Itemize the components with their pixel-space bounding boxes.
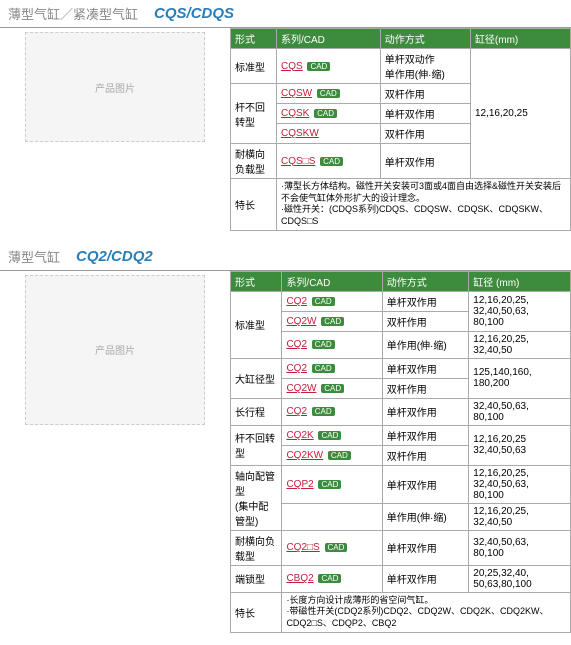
section2-title-en: CQ2/CDQ2 bbox=[76, 248, 153, 265]
th-bore: 缸径(mm) bbox=[470, 29, 570, 49]
cell-series: CQ2 CAD bbox=[282, 291, 382, 311]
cell-action: 双杆作用 bbox=[380, 84, 470, 104]
series-link[interactable]: CQS bbox=[281, 61, 303, 72]
cell-action: 单杆双作用 bbox=[382, 565, 469, 592]
th-series: 系列/CAD bbox=[276, 29, 380, 49]
th-action: 动作方式 bbox=[380, 29, 470, 49]
cell-form: 杆不回转型 bbox=[231, 84, 277, 144]
th-action: 动作方式 bbox=[382, 271, 469, 291]
cad-icon[interactable]: CAD bbox=[312, 340, 335, 349]
cell-form: 杆不回转型 bbox=[231, 425, 282, 465]
cell-form: 耐横向负载型 bbox=[231, 144, 277, 179]
cad-icon[interactable]: CAD bbox=[318, 574, 341, 583]
product-image-2: 产品图片 bbox=[25, 275, 205, 425]
series-link[interactable]: CQ2K bbox=[286, 430, 313, 441]
cell-series: CQ2 CAD bbox=[282, 358, 382, 378]
series-link[interactable]: CQSKW bbox=[281, 128, 319, 139]
cell-series: CQSW CAD bbox=[276, 84, 380, 104]
cad-icon[interactable]: CAD bbox=[312, 407, 335, 416]
section1-title-cn: 薄型气缸／紧凑型气缸 bbox=[8, 4, 138, 23]
cell-bore: 125,140,160, 180,200 bbox=[469, 358, 571, 398]
cell-action: 单杆双动作 单作用(伸·缩) bbox=[380, 49, 470, 84]
cell-bore: 32,40,50,63, 80,100 bbox=[469, 398, 571, 425]
cell-feat-label: 特长 bbox=[231, 179, 277, 231]
series-link[interactable]: CBQ2 bbox=[286, 573, 313, 584]
cell-bore: 12,16,20,25, 32,40,50 bbox=[469, 503, 571, 530]
cell-form: 标准型 bbox=[231, 49, 277, 84]
series-link[interactable]: CQSK bbox=[281, 108, 309, 119]
series-link[interactable]: CQSW bbox=[281, 88, 312, 99]
cell-series bbox=[282, 503, 382, 530]
cell-series: CQ2 CAD bbox=[282, 331, 382, 358]
series-link[interactable]: CQ2 bbox=[286, 296, 307, 307]
cell-action: 单杆双作用 bbox=[382, 425, 469, 445]
cell-series: CQ2K CAD bbox=[282, 425, 382, 445]
spec-table-2: 形式 系列/CAD 动作方式 缸径 (mm) 标准型 CQ2 CAD 单杆双作用… bbox=[230, 271, 571, 633]
cell-bore: 12,16,20,25, 32,40,50 bbox=[469, 331, 571, 358]
cad-icon[interactable]: CAD bbox=[314, 109, 337, 118]
cell-series: CQSKW bbox=[276, 124, 380, 144]
cell-series: CBQ2 CAD bbox=[282, 565, 382, 592]
cad-icon[interactable]: CAD bbox=[307, 62, 330, 71]
cad-icon[interactable]: CAD bbox=[318, 431, 341, 440]
cell-form: 标准型 bbox=[231, 291, 282, 358]
cell-action: 单杆双作用 bbox=[382, 398, 469, 425]
cell-action: 双杆作用 bbox=[382, 378, 469, 398]
th-series: 系列/CAD bbox=[282, 271, 382, 291]
cell-action: 单杆双作用 bbox=[382, 465, 469, 503]
th-form: 形式 bbox=[231, 29, 277, 49]
series-link[interactable]: CQ2 bbox=[286, 339, 307, 350]
cell-action: 单杆双作用 bbox=[382, 358, 469, 378]
cad-icon[interactable]: CAD bbox=[328, 451, 351, 460]
cell-action: 单杆双作用 bbox=[380, 144, 470, 179]
cell-action: 单作用(伸·缩) bbox=[382, 503, 469, 530]
series-link[interactable]: CQS□S bbox=[281, 156, 315, 167]
series-link[interactable]: CQ2W bbox=[286, 316, 316, 327]
cell-bore: 12,16,20,25 32,40,50,63 bbox=[469, 425, 571, 465]
cell-action: 单杆双作用 bbox=[382, 291, 469, 311]
cell-feat: ·薄型长方体结构。磁性开关安装可3面或4面自由选择&磁性开关安装后不会使气缸体外… bbox=[276, 179, 570, 231]
cad-icon[interactable]: CAD bbox=[320, 157, 343, 166]
cell-series: CQS□S CAD bbox=[276, 144, 380, 179]
series-link[interactable]: CQ2 bbox=[286, 363, 307, 374]
cell-form: 轴向配管型 (集中配管型) bbox=[231, 465, 282, 530]
product-image-1: 产品图片 bbox=[25, 32, 205, 142]
series-link[interactable]: CQ2 bbox=[286, 406, 307, 417]
cell-form: 长行程 bbox=[231, 398, 282, 425]
series-link[interactable]: CQ2W bbox=[286, 383, 316, 394]
cad-icon[interactable]: CAD bbox=[317, 89, 340, 98]
cell-action: 单杆双作用 bbox=[380, 104, 470, 124]
cell-action: 单作用(伸·缩) bbox=[382, 331, 469, 358]
cell-action: 双杆作用 bbox=[380, 124, 470, 144]
cell-feat-label: 特长 bbox=[231, 592, 282, 632]
cad-icon[interactable]: CAD bbox=[321, 384, 344, 393]
spec-table-1: 形式 系列/CAD 动作方式 缸径(mm) 标准型 CQS CAD 单杆双动作 … bbox=[230, 28, 571, 231]
section1-title-en: CQS/CDQS bbox=[154, 5, 234, 22]
cell-series: CQSK CAD bbox=[276, 104, 380, 124]
cell-series: CQS CAD bbox=[276, 49, 380, 84]
cell-action: 双杆作用 bbox=[382, 445, 469, 465]
cell-form: 大缸径型 bbox=[231, 358, 282, 398]
cell-feat: ·长度方向设计成薄形的省空间气缸。 ·带磁性开关(CDQ2系列)CDQ2、CDQ… bbox=[282, 592, 571, 632]
cell-action: 双杆作用 bbox=[382, 311, 469, 331]
cell-series: CQ2W CAD bbox=[282, 378, 382, 398]
cad-icon[interactable]: CAD bbox=[321, 317, 344, 326]
cell-bore: 12,16,20,25 bbox=[470, 49, 570, 179]
cell-bore: 12,16,20,25, 32,40,50,63, 80,100 bbox=[469, 465, 571, 503]
cell-form: 端锁型 bbox=[231, 565, 282, 592]
cell-bore: 12,16,20,25, 32,40,50,63, 80,100 bbox=[469, 291, 571, 331]
section2-title-cn: 薄型气缸 bbox=[8, 247, 60, 266]
cell-bore: 20,25,32,40, 50,63,80,100 bbox=[469, 565, 571, 592]
cad-icon[interactable]: CAD bbox=[312, 297, 335, 306]
cell-series: CQ2W CAD bbox=[282, 311, 382, 331]
th-bore: 缸径 (mm) bbox=[469, 271, 571, 291]
cell-series: CQ2 CAD bbox=[282, 398, 382, 425]
series-link[interactable]: CQ2KW bbox=[286, 450, 323, 461]
series-link[interactable]: CQP2 bbox=[286, 479, 313, 490]
cad-icon[interactable]: CAD bbox=[318, 480, 341, 489]
cad-icon[interactable]: CAD bbox=[312, 364, 335, 373]
cell-series: CQP2 CAD bbox=[282, 465, 382, 503]
cell-series: CQ2KW CAD bbox=[282, 445, 382, 465]
th-form: 形式 bbox=[231, 271, 282, 291]
